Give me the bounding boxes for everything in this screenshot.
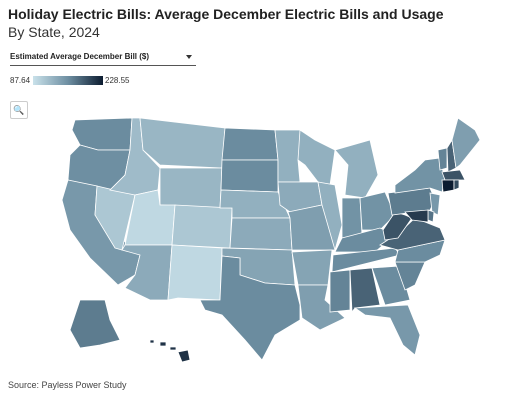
state[interactable]: [349, 267, 381, 314]
state[interactable]: [167, 244, 223, 301]
state[interactable]: [229, 217, 293, 251]
state[interactable]: [199, 255, 301, 361]
state[interactable]: [429, 192, 441, 216]
subtitle: By State, 2024: [8, 24, 100, 40]
state[interactable]: [297, 284, 346, 331]
state[interactable]: [437, 147, 448, 171]
state[interactable]: [404, 209, 429, 223]
state[interactable]: [69, 299, 121, 349]
legend-gradient: [33, 76, 103, 85]
state[interactable]: [139, 117, 226, 169]
state[interactable]: [334, 139, 379, 199]
state[interactable]: [451, 117, 481, 169]
state[interactable]: [441, 179, 455, 193]
state[interactable]: [317, 181, 343, 252]
state[interactable]: [341, 197, 363, 239]
state[interactable]: [149, 339, 191, 363]
state[interactable]: [427, 209, 435, 223]
legend-min: 87.64: [10, 76, 31, 85]
legend-max: 228.55: [105, 76, 130, 85]
state[interactable]: [297, 129, 336, 186]
state[interactable]: [171, 204, 233, 249]
state[interactable]: [329, 269, 351, 313]
title: Holiday Electric Bills: Average December…: [8, 6, 444, 22]
state[interactable]: [353, 304, 421, 356]
state[interactable]: [220, 159, 279, 193]
state[interactable]: [453, 179, 460, 191]
metric-dropdown[interactable]: Estimated Average December Bill ($): [10, 52, 196, 66]
state[interactable]: [441, 169, 466, 181]
state[interactable]: [359, 191, 396, 231]
state[interactable]: [394, 157, 446, 194]
search-button[interactable]: 🔍: [10, 101, 28, 119]
source: Source: Payless Power Study: [8, 380, 127, 390]
state[interactable]: [291, 249, 333, 286]
state[interactable]: [159, 167, 223, 209]
state[interactable]: [221, 127, 279, 161]
